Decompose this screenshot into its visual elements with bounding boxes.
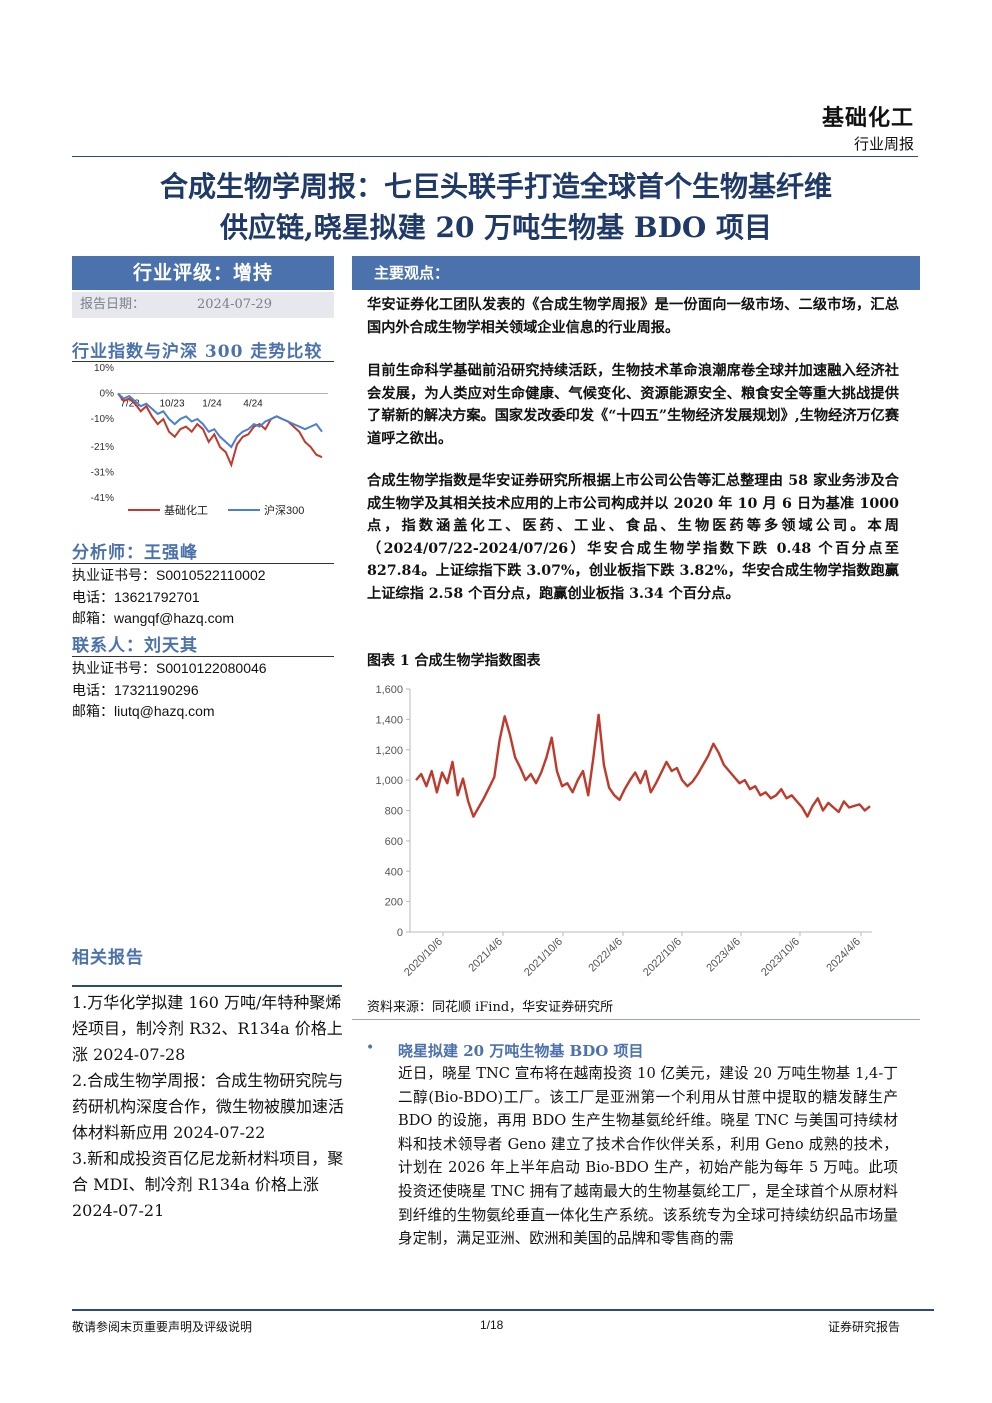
industry-rating-banner: 行业评级：增持	[72, 256, 334, 290]
related-reports-rule	[72, 985, 342, 987]
analyst-license: 执业证书号：S0010522110002	[72, 567, 266, 583]
header-divider	[72, 156, 918, 157]
performance-chart-title: 行业指数与沪深 300 走势比较	[72, 342, 323, 362]
perf-x-tick-label: 7/23	[120, 398, 140, 409]
intro-paragraph: 华安证券化工团队发表的《合成生物学周报》是一份面向一级市场、二级市场，汇总国内外…	[367, 297, 899, 336]
index-x-tick-label: 2020/10/6	[402, 936, 445, 979]
source-rule	[352, 1019, 920, 1020]
perf-legend-label: 沪深300	[264, 503, 304, 517]
perf-legend-label: 基础化工	[164, 503, 208, 517]
perf-x-tick-label: 1/24	[202, 398, 222, 409]
index-y-tick-label: 1,600	[375, 684, 403, 696]
index-y-tick-label: 0	[397, 927, 403, 939]
contact-email[interactable]: 邮箱：liutq@hazq.com	[72, 703, 215, 720]
index-x-tick-label: 2024/4/6	[824, 936, 863, 975]
contact-license: 执业证书号：S0010122080046	[72, 660, 267, 676]
perf-y-tick-label: 10%	[94, 363, 114, 374]
page-number: 1/18	[480, 1318, 504, 1332]
industry-label: 基础化工	[821, 105, 914, 131]
report-title-line-1: 合成生物学周报：七巨头联手打造全球首个生物基纤维	[159, 170, 832, 203]
main-points-banner: 主要观点：	[352, 256, 920, 290]
perf-series-line	[117, 392, 323, 449]
related-report-item[interactable]: 1.万华化学拟建 160 万吨/年特种聚烯烃项目，制冷剂 R32、R134a 价…	[72, 993, 343, 1064]
index-x-tick-label: 2022/10/6	[641, 936, 684, 979]
related-report-item[interactable]: 2.合成生物学周报：合成生物研究院与药研机构深度合作，微生物被膜加速活体材料新应…	[72, 1071, 345, 1142]
report-type-label: 行业周报	[853, 135, 914, 153]
perf-y-tick-label: 0%	[100, 388, 115, 399]
perf-y-tick-label: -41%	[91, 493, 114, 504]
report-date-label: 报告日期：	[80, 297, 146, 312]
footer-disclaimer: 敬请参阅末页重要声明及评级说明	[72, 1320, 253, 1334]
footer-rule	[72, 1309, 934, 1311]
analyst-title-rule	[72, 563, 334, 564]
related-reports-title: 相关报告	[72, 948, 144, 968]
perf-y-tick-label: -10%	[91, 414, 114, 425]
report-title-line-2: 供应链,晓星拟建 20 万吨生物基 BDO 项目	[219, 211, 773, 244]
perf-x-tick-label: 4/24	[243, 398, 263, 409]
index-x-tick-label: 2021/4/6	[466, 936, 505, 975]
background-paragraph: 目前生命科学基础前沿研究持续活跃，生物技术革命浪潮席卷全球并加速融入经济社会发展…	[367, 363, 900, 447]
contact-phone: 电话：17321190296	[72, 681, 199, 698]
index-x-tick-label: 2021/10/6	[522, 936, 565, 979]
figure-source: 资料来源：同花顺 iFind，华安证券研究所	[367, 1000, 614, 1015]
performance-comparison-chart: 10% 0% -10% -21% -31% -41% 7/23 10/23 1/24 4/24 基础…	[91, 363, 328, 517]
index-y-tick-label: 1,000	[375, 775, 403, 787]
news-item-body: 近日，晓星 TNC 宣布将在越南投资 10 亿美元，建设 20 万吨生物基 1,…	[398, 1065, 898, 1248]
related-report-item[interactable]: 3.新和成投资百亿尼龙新材料项目，聚合 MDI、制冷剂 R134a 价格上涨 2…	[72, 1149, 344, 1220]
contact-info: 执业证书号：S0010122080046 电话：17321190296 邮箱：l…	[72, 658, 334, 723]
contact-title-rule	[72, 656, 334, 657]
index-y-tick-label: 800	[385, 806, 403, 818]
performance-title-rule	[72, 361, 334, 362]
analyst-title: 分析师：王强峰	[72, 543, 198, 563]
bullet-dot-icon: •	[366, 1040, 375, 1056]
report-date-bar: 报告日期： 2024-07-29	[72, 292, 334, 318]
index-y-tick-label: 1,200	[375, 745, 403, 757]
analyst-email[interactable]: 邮箱：wangqf@hazq.com	[72, 610, 235, 627]
analyst-info: 执业证书号：S0010522110002 电话：13621792701 邮箱：w…	[72, 565, 334, 630]
index-x-tick-label: 2023/4/6	[704, 936, 743, 975]
news-item-title: 晓星拟建 20 万吨生物基 BDO 项目	[398, 1042, 644, 1060]
index-x-tick-label: 2023/10/6	[759, 936, 802, 979]
index-y-tick-label: 600	[385, 836, 403, 848]
perf-y-tick-label: -21%	[91, 442, 114, 453]
perf-x-tick-label: 10/23	[159, 398, 184, 409]
report-date-value: 2024-07-29	[197, 297, 272, 312]
index-summary-paragraph: 合成生物学指数是华安证券研究所根据上市公司公告等汇总整理由 58 家业务涉及合成…	[367, 473, 899, 602]
perf-y-tick-label: -31%	[91, 468, 114, 479]
index-y-tick-label: 200	[385, 897, 403, 909]
synbio-index-chart: 0 200 400 600 800 1,000 1,200 1,400 1,600 2020/10…	[375, 684, 872, 979]
index-y-tick-label: 400	[385, 866, 403, 878]
index-x-tick-label: 2022/4/6	[586, 936, 625, 975]
contact-title: 联系人：刘天其	[72, 636, 198, 656]
related-reports-list: 1.万华化学拟建 160 万吨/年特种聚烯烃项目，制冷剂 R32、R134a 价…	[72, 990, 344, 1224]
figure-title: 图表 1 合成生物学指数图表	[367, 653, 541, 669]
index-y-tick-label: 1,400	[375, 714, 403, 726]
index-series-line	[415, 713, 871, 818]
analyst-phone: 电话：13621792701	[72, 588, 200, 605]
footer-doc-type: 证券研究报告	[827, 1320, 900, 1334]
